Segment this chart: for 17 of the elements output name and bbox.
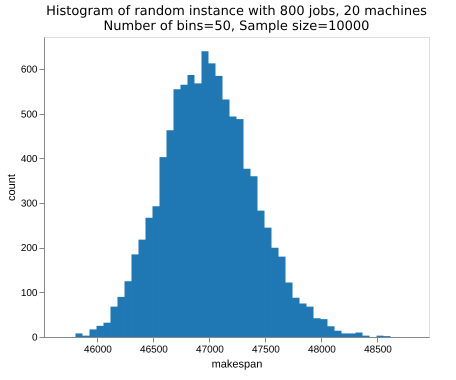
y-tick-label: 400 [20, 154, 38, 165]
y-tick-label: 100 [20, 288, 38, 299]
y-tick-label: 500 [20, 109, 38, 120]
x-tick-label: 48000 [308, 344, 336, 356]
x-tick-label: 47000 [196, 344, 224, 356]
x-tick-label: 47500 [252, 344, 280, 356]
y-tick-label: 600 [20, 64, 38, 76]
chart-subtitle: Number of bins=50, Sample size=10000 [104, 19, 370, 34]
y-axis-title: count [6, 174, 18, 201]
y-tick-label: 200 [20, 243, 38, 254]
y-tick-label: 300 [20, 198, 38, 210]
x-tick-label: 46500 [140, 344, 168, 356]
x-tick-label: 48500 [364, 344, 392, 356]
chart-title: Histogram of random instance with 800 jobs, 20 machines [46, 4, 428, 19]
x-tick-label: 46000 [84, 344, 112, 356]
x-axis-title: makespan [212, 358, 262, 370]
y-tick-label: 0 [32, 332, 38, 344]
